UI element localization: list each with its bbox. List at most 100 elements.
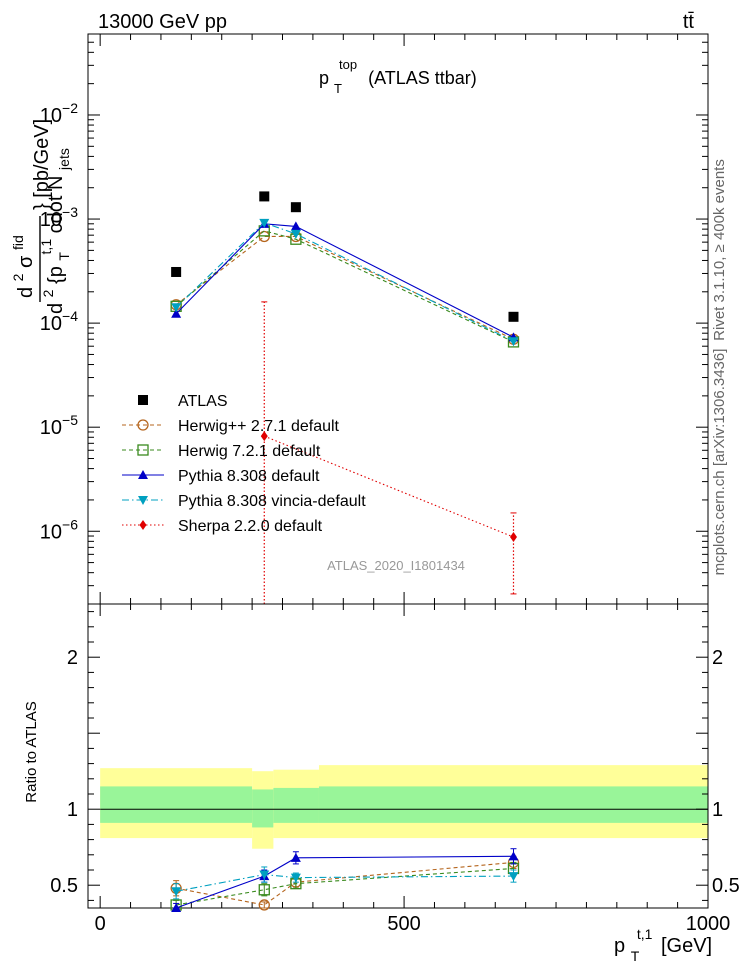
process-label: tt̄ bbox=[683, 11, 695, 33]
x-tick-label: 0 bbox=[95, 913, 106, 935]
title-sub: T bbox=[334, 81, 342, 96]
ratio-y-axis-label: Ratio to ATLAS bbox=[23, 701, 40, 802]
band-green bbox=[273, 787, 319, 823]
x-tick-label: 500 bbox=[387, 913, 420, 935]
main-y-tick-exp: −3 bbox=[62, 204, 78, 220]
main-y-tick-base: 10 bbox=[40, 105, 62, 127]
svg-text:d 2 σ fid: d 2 σ fid bbox=[6, 235, 37, 298]
ratio-frame-border bbox=[87, 603, 709, 909]
legend-label: Pythia 8.308 default bbox=[178, 468, 320, 485]
title-sup: top bbox=[339, 57, 357, 72]
legend-label: Pythia 8.308 vincia-default bbox=[178, 493, 366, 510]
main-y-tick-exp: −5 bbox=[62, 412, 78, 428]
xlabel-sup: t,1 bbox=[637, 926, 653, 942]
legend-marker bbox=[138, 470, 148, 479]
ylabel-den-sub: T bbox=[56, 252, 72, 261]
analysis-watermark: ATLAS_2020_I1801434 bbox=[327, 558, 465, 573]
ratio-data-point bbox=[508, 851, 519, 861]
band-green bbox=[252, 789, 274, 828]
ratio-y-tick-label-right: 0.5 bbox=[712, 875, 740, 897]
data-point bbox=[509, 532, 517, 543]
data-point bbox=[508, 311, 519, 322]
xlabel-p: p bbox=[614, 935, 625, 957]
ylabel-den-brace: {p bbox=[45, 266, 67, 284]
ylabel-den-sub2: jets bbox=[56, 148, 72, 171]
main-y-tick-exp: −4 bbox=[62, 308, 78, 324]
ratio-data-point bbox=[258, 884, 270, 896]
main-y-tick-exp: −6 bbox=[62, 516, 78, 532]
main-y-tick-label: 10−4 bbox=[40, 308, 78, 335]
ylabel-unit: } [pb/GeV] bbox=[31, 119, 53, 210]
main-y-tick-label: 10−2 bbox=[40, 100, 78, 127]
ratio-data-point bbox=[258, 899, 270, 911]
mcplots-label: mcplots.cern.ch [arXiv:1306.3436] bbox=[711, 349, 728, 576]
ylabel-den-rest: cdot N bbox=[45, 176, 67, 234]
title-p: p bbox=[319, 68, 329, 88]
ratio-y-tick-label-left: 1 bbox=[67, 799, 78, 821]
main-y-axis-label: d 2 σ fid d 2 {p T t,1 cdot N jets } [pb… bbox=[6, 119, 74, 314]
ratio-data-point bbox=[290, 852, 301, 862]
ratio-data-point bbox=[171, 887, 182, 897]
ratio-panel: 0.5 0.5 1 1 2 2 0 500 1000 bbox=[50, 603, 740, 935]
ratio-data-point bbox=[508, 872, 519, 882]
main-y-tick-label: 10−3 bbox=[40, 204, 78, 231]
legend-label: ATLAS bbox=[178, 393, 228, 410]
xlabel-unit: [GeV] bbox=[661, 935, 712, 957]
ratio-series-line-0 bbox=[176, 861, 514, 906]
ylabel-den-sup2: t,1 bbox=[38, 239, 54, 255]
legend-label: Sherpa 2.2.0 default bbox=[178, 518, 323, 535]
energy-label: 13000 GeV pp bbox=[98, 11, 227, 33]
series-line-1 bbox=[175, 235, 514, 340]
series-line-5 bbox=[264, 435, 514, 538]
ratio-series-line-3 bbox=[176, 874, 514, 892]
ratio-uncertainty-bands bbox=[100, 765, 708, 849]
svg-text:d 2 {p T: d 2 {p T t,1 cdot N jets bbox=[34, 148, 74, 314]
ratio-series-line-1 bbox=[176, 867, 514, 906]
series-line-3 bbox=[175, 223, 514, 338]
ratio-data-point bbox=[259, 870, 270, 880]
legend-label: Herwig 7.2.1 default bbox=[178, 443, 321, 460]
title-rest: (ATLAS ttbar) bbox=[368, 68, 477, 88]
ratio-series-line-2 bbox=[175, 855, 514, 909]
band-green bbox=[100, 786, 253, 823]
main-y-tick-label: 10−6 bbox=[40, 516, 78, 543]
ratio-series-layer bbox=[170, 848, 520, 912]
data-point bbox=[290, 221, 301, 231]
legend-label: Herwig++ 2.7.1 default bbox=[178, 418, 340, 435]
ylabel-num-sup: 2 bbox=[10, 273, 26, 281]
series-line-4 bbox=[175, 222, 514, 342]
legend: ATLAS Herwig++ 2.7.1 default Herwig 7.2.1 … bbox=[122, 393, 366, 535]
main-y-tick-base: 10 bbox=[40, 521, 62, 543]
data-point bbox=[290, 202, 301, 213]
series-line-2 bbox=[175, 230, 514, 343]
data-point bbox=[290, 229, 301, 239]
ratio-data-point bbox=[171, 903, 182, 912]
ylabel-den-d: d bbox=[45, 303, 67, 314]
main-y-tick-base: 10 bbox=[40, 313, 62, 335]
ylabel-den-sup: 2 bbox=[40, 289, 56, 297]
legend-marker bbox=[137, 419, 149, 431]
main-y-tick-base: 10 bbox=[40, 417, 62, 439]
data-point bbox=[508, 337, 519, 347]
data-point bbox=[259, 191, 270, 202]
legend-marker bbox=[139, 520, 147, 530]
legend-marker bbox=[138, 496, 148, 505]
band-green bbox=[318, 786, 708, 823]
x-tick-label: 1000 bbox=[686, 913, 731, 935]
rivet-label: Rivet 3.1.10, ≥ 400k events bbox=[711, 159, 728, 341]
ratio-data-point bbox=[290, 873, 301, 883]
data-point bbox=[171, 308, 182, 318]
ratio-y-tick-label-right: 1 bbox=[712, 799, 723, 821]
xlabel-sub: T bbox=[631, 948, 640, 964]
data-point bbox=[260, 431, 268, 442]
data-point bbox=[259, 218, 270, 228]
ylabel-num-d: d bbox=[15, 287, 37, 298]
data-point bbox=[171, 303, 182, 313]
main-series-layer bbox=[170, 191, 520, 604]
legend-marker bbox=[137, 444, 149, 456]
legend-marker bbox=[138, 395, 148, 405]
main-y-tick-exp: −2 bbox=[62, 100, 78, 116]
x-axis-label: p T t,1 [GeV] bbox=[614, 922, 712, 966]
main-title: p T top (ATLAS ttbar) bbox=[319, 53, 477, 97]
